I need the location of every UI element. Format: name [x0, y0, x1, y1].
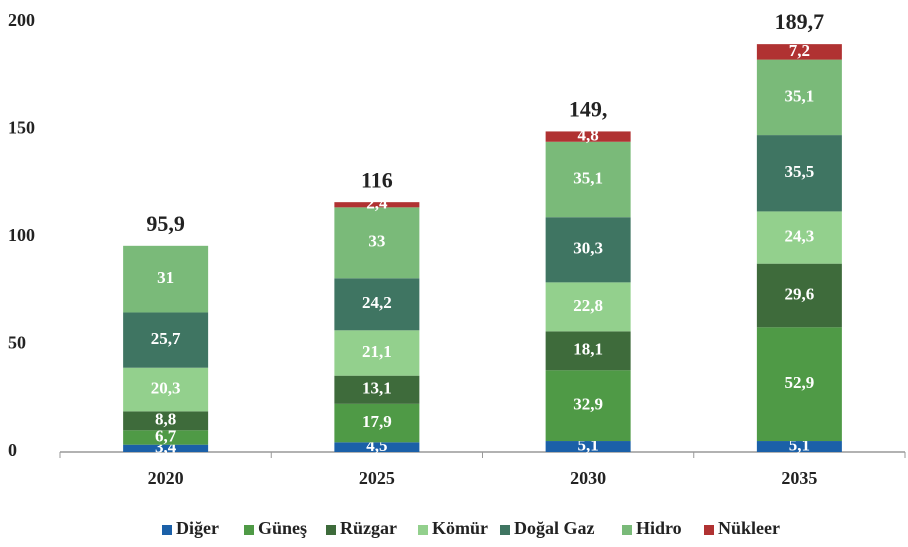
- bar-segment: [545, 282, 631, 332]
- legend-label: Nükleer: [718, 518, 780, 538]
- x-tick-label: 2030: [570, 468, 606, 488]
- bar-segment: [334, 207, 420, 279]
- bar-segment: [756, 263, 842, 328]
- data-label: 8,8: [155, 410, 176, 429]
- bar-segment: [123, 312, 209, 368]
- y-tick-label: 50: [8, 333, 26, 353]
- legend-label: Diğer: [176, 518, 219, 538]
- total-label: 149,: [569, 97, 608, 122]
- bar-segment: [545, 370, 631, 442]
- data-label: 52,9: [785, 373, 815, 392]
- x-tick-label: 2025: [359, 468, 395, 488]
- data-label: 4,8: [578, 126, 599, 145]
- legend-swatch: [418, 525, 428, 535]
- data-label: 21,1: [362, 342, 392, 361]
- data-label: 13,1: [362, 379, 392, 398]
- bar-segment: [545, 217, 631, 283]
- legend-label: Güneş: [258, 518, 307, 538]
- x-tick-label: 2035: [781, 468, 817, 488]
- bar-segment: [123, 411, 209, 431]
- data-label: 2,4: [366, 194, 388, 213]
- bar-segment: [334, 442, 420, 452]
- bar-segment: [334, 278, 420, 331]
- data-label: 35,1: [573, 168, 603, 187]
- bar-segment: [756, 441, 842, 452]
- legend-label: Kömür: [432, 518, 488, 538]
- bar-segment: [545, 131, 631, 142]
- bar-segment: [756, 211, 842, 264]
- bar-segment: [334, 202, 420, 208]
- data-label: 6,7: [155, 426, 177, 445]
- y-tick-label: 150: [8, 118, 35, 138]
- legend-label: Hidro: [636, 518, 682, 538]
- legend-label: Doğal Gaz: [514, 518, 595, 538]
- bar-segment: [545, 331, 631, 371]
- bar-segment: [756, 135, 842, 212]
- data-label: 29,6: [785, 284, 815, 303]
- bar-segment: [334, 375, 420, 404]
- bar-segment: [545, 441, 631, 452]
- data-label: 35,5: [785, 162, 815, 181]
- bar-segment: [756, 59, 842, 136]
- data-label: 22,8: [573, 296, 603, 315]
- data-label: 33: [368, 232, 385, 251]
- legend-swatch: [622, 525, 632, 535]
- legend-swatch: [500, 525, 510, 535]
- bar-segment: [123, 245, 209, 313]
- x-tick-label: 2020: [148, 468, 184, 488]
- data-label: 24,2: [362, 293, 392, 312]
- data-label: 20,3: [151, 378, 181, 397]
- data-label: 7,2: [789, 41, 810, 60]
- legend-swatch: [704, 525, 714, 535]
- total-label: 95,9: [146, 211, 185, 236]
- legend-label: Rüzgar: [340, 518, 397, 538]
- data-label: 30,3: [573, 239, 603, 258]
- data-label: 17,9: [362, 412, 392, 431]
- bar-segment: [756, 44, 842, 60]
- data-label: 18,1: [573, 340, 603, 359]
- total-label: 116: [361, 168, 393, 193]
- bar-segment: [123, 430, 209, 445]
- y-tick-label: 200: [8, 10, 35, 30]
- legend-swatch: [326, 525, 336, 535]
- y-tick-label: 0: [8, 440, 17, 460]
- data-label: 31: [157, 268, 174, 287]
- data-label: 25,7: [151, 329, 181, 348]
- legend-swatch: [244, 525, 254, 535]
- bar-segment: [334, 403, 420, 443]
- bar-segment: [545, 141, 631, 218]
- bar-segment: [123, 367, 209, 412]
- data-label: 35,1: [785, 86, 815, 105]
- total-label: 189,7: [775, 9, 825, 34]
- data-label: 32,9: [573, 395, 603, 414]
- y-tick-label: 100: [8, 225, 35, 245]
- bar-segment: [756, 327, 842, 442]
- bar-segment: [334, 330, 420, 376]
- data-label: 24,3: [785, 226, 815, 245]
- bar-segment: [123, 444, 209, 452]
- legend-swatch: [162, 525, 172, 535]
